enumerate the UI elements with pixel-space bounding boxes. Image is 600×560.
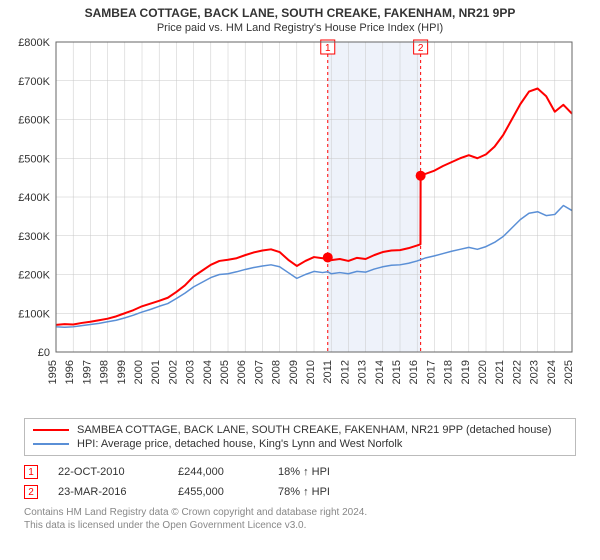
svg-text:2020: 2020 (477, 360, 489, 384)
svg-text:2002: 2002 (167, 360, 179, 384)
event-delta: 78% ↑ HPI (278, 486, 330, 498)
svg-text:£300K: £300K (18, 231, 50, 243)
footnote-line: Contains HM Land Registry data © Crown c… (24, 506, 576, 519)
legend-row: SAMBEA COTTAGE, BACK LANE, SOUTH CREAKE,… (33, 423, 567, 437)
event-price: £244,000 (178, 466, 258, 478)
event-price: £455,000 (178, 486, 258, 498)
legend-row: HPI: Average price, detached house, King… (33, 437, 567, 451)
event-delta: 18% ↑ HPI (278, 466, 330, 478)
svg-text:1996: 1996 (64, 360, 76, 384)
legend-label: SAMBEA COTTAGE, BACK LANE, SOUTH CREAKE,… (77, 424, 552, 436)
footnote: Contains HM Land Registry data © Crown c… (24, 506, 576, 532)
svg-text:2019: 2019 (460, 360, 472, 384)
svg-text:2021: 2021 (494, 360, 506, 384)
svg-text:£400K: £400K (18, 192, 50, 204)
chart-area: £0 £100K £200K £300K £400K £500K £600K £700K £80… (0, 34, 600, 414)
svg-text:2000: 2000 (133, 360, 145, 384)
svg-text:£100K: £100K (18, 308, 50, 320)
svg-text:2004: 2004 (202, 360, 214, 384)
event-marker: 1 (24, 465, 38, 479)
legend: SAMBEA COTTAGE, BACK LANE, SOUTH CREAKE,… (24, 418, 576, 456)
legend-label: HPI: Average price, detached house, King… (77, 438, 402, 450)
chart-subtitle: Price paid vs. HM Land Registry's House … (0, 20, 600, 34)
svg-text:1995: 1995 (47, 360, 59, 384)
svg-text:1998: 1998 (99, 360, 111, 384)
svg-text:2025: 2025 (563, 360, 575, 384)
event-row: 2 23-MAR-2016 £455,000 78% ↑ HPI (24, 482, 576, 502)
svg-text:2023: 2023 (529, 360, 541, 384)
svg-text:2017: 2017 (425, 360, 437, 384)
svg-text:2013: 2013 (357, 360, 369, 384)
svg-text:2022: 2022 (511, 360, 523, 384)
event-marker: 2 (24, 485, 38, 499)
svg-text:£0: £0 (38, 347, 50, 359)
svg-text:1997: 1997 (81, 360, 93, 384)
svg-text:2: 2 (418, 43, 424, 54)
svg-text:2009: 2009 (288, 360, 300, 384)
svg-text:2008: 2008 (271, 360, 283, 384)
event-table: 1 22-OCT-2010 £244,000 18% ↑ HPI 2 23-MAR-201… (24, 462, 576, 502)
svg-text:2015: 2015 (391, 360, 403, 384)
svg-text:£700K: £700K (18, 76, 50, 88)
svg-text:2007: 2007 (253, 360, 265, 384)
svg-text:2011: 2011 (322, 360, 334, 384)
chart-title: SAMBEA COTTAGE, BACK LANE, SOUTH CREAKE,… (0, 6, 600, 20)
svg-text:£500K: £500K (18, 153, 50, 165)
footnote-line: This data is licensed under the Open Gov… (24, 519, 576, 532)
svg-text:£800K: £800K (18, 37, 50, 49)
svg-text:2016: 2016 (408, 360, 420, 384)
svg-text:2005: 2005 (219, 360, 231, 384)
svg-text:£600K: £600K (18, 115, 50, 127)
svg-text:2001: 2001 (150, 360, 162, 384)
svg-text:2014: 2014 (374, 360, 386, 384)
event-row: 1 22-OCT-2010 £244,000 18% ↑ HPI (24, 462, 576, 482)
svg-text:1: 1 (325, 43, 331, 54)
event-date: 23-MAR-2016 (58, 486, 158, 498)
svg-text:2010: 2010 (305, 360, 317, 384)
svg-text:1999: 1999 (116, 360, 128, 384)
svg-text:2012: 2012 (339, 360, 351, 384)
legend-swatch (33, 429, 69, 431)
legend-swatch (33, 443, 69, 445)
svg-text:2024: 2024 (546, 360, 558, 384)
svg-text:2018: 2018 (443, 360, 455, 384)
svg-text:2003: 2003 (185, 360, 197, 384)
svg-text:£200K: £200K (18, 270, 50, 282)
svg-text:2006: 2006 (236, 360, 248, 384)
event-date: 22-OCT-2010 (58, 466, 158, 478)
